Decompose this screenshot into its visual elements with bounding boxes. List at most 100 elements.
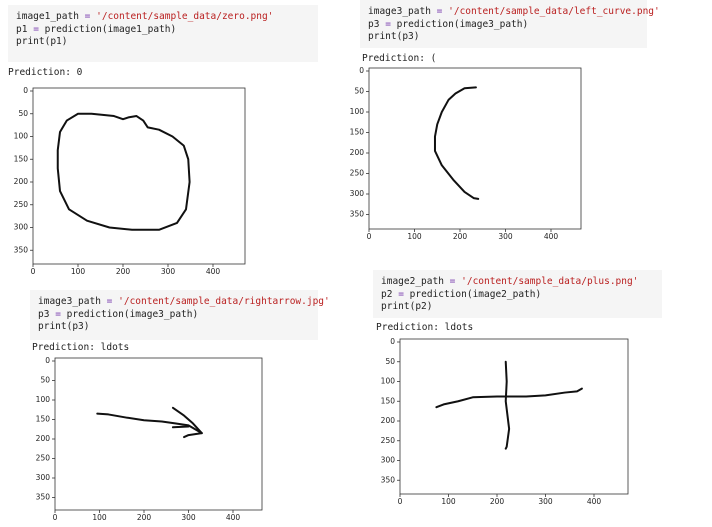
output-text: Prediction: 0 (8, 67, 83, 78)
image-plot: 0 100 200 300 400 0 50 100 150 200 250 300 350 (14, 86, 246, 276)
code-token: p3 (368, 18, 380, 30)
y-tick-label: 300 (381, 456, 396, 465)
output-text: Prediction: ldots (32, 342, 130, 353)
output-text: Prediction: ( (362, 53, 437, 64)
image-plot: 0 100 200 300 400 0 50 100 150 200 250 300 350 (36, 356, 263, 522)
y-tick-label: 350 (381, 475, 396, 484)
axes-frame (399, 338, 629, 495)
drawn-stroke (171, 425, 190, 429)
y-tick-label: 300 (36, 473, 51, 482)
code-token: = (55, 308, 61, 320)
code-token: = (385, 18, 391, 30)
y-tick-label: 150 (14, 154, 29, 163)
y-tick-label: 350 (36, 493, 51, 502)
code-token: '/content/sample_data/left_curve.png' (448, 6, 660, 17)
code-token: p3 (38, 308, 50, 320)
drawn-stroke (504, 360, 511, 450)
code-token: image3_path (368, 6, 431, 17)
code-token: p2 (381, 288, 393, 300)
code-token: print(p1) (16, 36, 68, 47)
code-token: = (33, 23, 39, 35)
y-tick-label: 150 (381, 396, 396, 405)
code-token: '/content/sample_data/rightarrow.jpg' (118, 296, 330, 307)
y-tick-label: 100 (381, 377, 396, 386)
code-token: prediction(image2_path) (409, 288, 542, 300)
x-tick-label: 100 (71, 267, 86, 276)
y-tick-label: 250 (14, 200, 29, 209)
y-tick-label: 0 (23, 86, 28, 95)
y-tick-label: 0 (390, 337, 395, 346)
y-tick-label: 300 (14, 223, 29, 232)
code-token: print(p3) (38, 321, 90, 332)
code-token: image3_path (38, 296, 101, 307)
y-tick-label: 200 (14, 177, 29, 186)
code-token: image1_path (16, 11, 79, 22)
y-tick-label: 100 (36, 395, 51, 404)
image-plot: 0 100 200 300 400 0 50 100 150 200 250 300 350 (350, 66, 582, 241)
x-tick-label: 0 (367, 232, 372, 241)
x-tick-label: 100 (92, 513, 107, 522)
y-tick-label: 50 (40, 376, 50, 385)
code-token: = (436, 6, 443, 17)
y-tick-label: 300 (350, 189, 365, 198)
y-tick-label: 350 (350, 210, 365, 219)
x-tick-label: 400 (226, 513, 241, 522)
x-tick-label: 0 (398, 497, 403, 506)
x-tick-label: 100 (441, 497, 456, 506)
code-line: print(p1) (16, 36, 310, 49)
y-tick-label: 150 (350, 128, 365, 137)
drawn-stroke (171, 406, 203, 439)
code-token: = (449, 276, 456, 287)
code-line: print(p3) (368, 31, 639, 44)
code-token: prediction(image3_path) (66, 308, 199, 320)
y-tick-label: 50 (385, 357, 395, 366)
code-line: p2 = prediction(image2_path) (381, 289, 654, 302)
axes-frame (32, 87, 246, 265)
x-tick-label: 300 (498, 232, 513, 241)
y-tick-label: 0 (359, 66, 364, 75)
code-line: image1_path = '/content/sample_data/zero… (16, 11, 310, 24)
x-tick-label: 200 (453, 232, 468, 241)
axes-frame (54, 357, 263, 511)
y-tick-label: 250 (381, 436, 396, 445)
x-tick-label: 200 (116, 267, 131, 276)
code-line: print(p2) (381, 301, 654, 314)
code-line: image2_path = '/content/sample_data/plus… (381, 276, 654, 289)
y-tick-label: 0 (45, 356, 50, 365)
code-token: print(p3) (368, 31, 420, 42)
code-token: print(p2) (381, 301, 433, 312)
drawn-stroke (435, 387, 583, 409)
x-tick-label: 300 (538, 497, 553, 506)
x-tick-label: 0 (53, 513, 58, 522)
x-tick-label: 100 (407, 232, 422, 241)
y-tick-label: 100 (14, 132, 29, 141)
code-line: p3 = prediction(image3_path) (38, 309, 310, 322)
y-tick-label: 200 (350, 148, 365, 157)
code-cell: image1_path = '/content/sample_data/zero… (8, 5, 318, 62)
code-token: prediction(image1_path) (44, 23, 177, 35)
y-tick-label: 250 (36, 454, 51, 463)
code-line: image3_path = '/content/sample_data/righ… (38, 296, 330, 309)
y-tick-label: 200 (36, 434, 51, 443)
x-tick-label: 300 (161, 267, 176, 276)
code-token: = (106, 296, 113, 307)
code-cell: image3_path = '/content/sample_data/righ… (30, 290, 330, 340)
image-plot: 0 100 200 300 400 0 50 100 150 200 250 300 350 (381, 337, 629, 506)
code-token: '/content/sample_data/plus.png' (461, 276, 639, 287)
y-tick-label: 100 (350, 107, 365, 116)
code-line: image3_path = '/content/sample_data/left… (368, 6, 660, 19)
x-tick-label: 300 (181, 513, 196, 522)
y-tick-label: 200 (381, 416, 396, 425)
axes-frame (368, 67, 582, 230)
code-line: p1 = prediction(image1_path) (16, 24, 310, 37)
y-tick-label: 50 (18, 109, 28, 118)
code-line: p3 = prediction(image3_path) (368, 19, 639, 32)
code-token: '/content/sample_data/zero.png' (96, 11, 274, 22)
output-text: Prediction: ldots (376, 322, 474, 333)
x-tick-label: 200 (137, 513, 152, 522)
code-token: p1 (16, 23, 28, 35)
code-cell: image3_path = '/content/sample_data/left… (360, 0, 660, 48)
y-tick-label: 350 (14, 245, 29, 254)
